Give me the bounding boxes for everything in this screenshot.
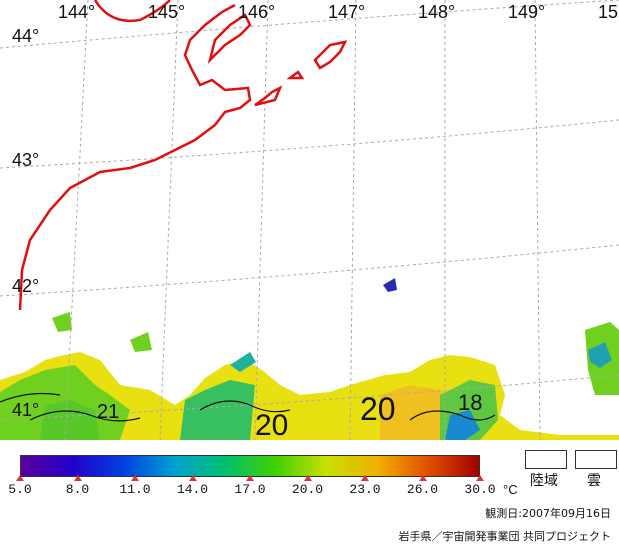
lat-label: 44°	[12, 26, 39, 46]
land-legend-swatch	[525, 450, 567, 469]
lat-label: 43°	[12, 150, 39, 170]
colorbar-tick-label: 5.0	[8, 482, 32, 497]
contour-label: 20	[360, 391, 396, 427]
colorbar-tick-label: 26.0	[406, 482, 439, 497]
colorbar-unit: °C	[503, 482, 518, 497]
land-legend-label: 陸域	[530, 473, 558, 489]
temperature-colorbar	[20, 455, 480, 477]
colorbar-tick-mark	[303, 475, 312, 481]
coastline	[18, 0, 348, 311]
colorbar-tick-mark	[361, 475, 369, 481]
sst-field	[0, 278, 619, 440]
lon-label: 15	[598, 2, 618, 22]
observation-date: 観測日:2007年09月16日	[485, 507, 611, 520]
sst-map: 21 20 20 18 144° 145° 146° 147° 148° 149…	[0, 0, 619, 440]
contour-label: 21	[97, 401, 119, 423]
colorbar-tick-label: 11.0	[119, 482, 151, 497]
colorbar-tick-mark	[131, 475, 139, 481]
lon-label: 144°	[58, 2, 95, 22]
colorbar-tick-mark	[246, 475, 254, 481]
contour-label: 20	[255, 409, 288, 440]
colorbar-tick-label: 30.0	[464, 482, 496, 497]
latitude-labels: 44° 43° 42° 41°	[12, 26, 39, 420]
colorbar-tick-label: 8.0	[65, 482, 90, 497]
contour-label: 18	[458, 390, 482, 415]
cloud-legend-label: 雲	[587, 473, 601, 489]
lat-label: 41°	[12, 400, 39, 420]
lon-label: 146°	[238, 2, 275, 22]
colorbar-tick-label: 20.0	[291, 482, 324, 497]
lon-label: 145°	[148, 2, 185, 22]
lat-label: 42°	[12, 276, 39, 296]
longitude-labels: 144° 145° 146° 147° 148° 149° 15	[58, 2, 618, 22]
colorbar-tick-mark	[16, 475, 24, 481]
credit-line: 岩手県／宇宙開発事業団 共同プロジェクト	[398, 530, 612, 543]
colorbar-tick-mark	[418, 475, 427, 481]
cloud-legend-swatch	[575, 450, 617, 469]
graticule	[0, 0, 619, 440]
colorbar-tick-mark	[476, 475, 484, 481]
contour-labels: 21 20 20 18	[97, 390, 482, 440]
colorbar-tick-label: 14.0	[176, 482, 209, 497]
colorbar-tick-label: 17.0	[234, 482, 266, 497]
lon-label: 149°	[508, 2, 545, 22]
lon-label: 148°	[418, 2, 455, 22]
colorbar-tick-mark	[73, 475, 82, 481]
lon-label: 147°	[328, 2, 365, 22]
colorbar-tick-mark	[188, 475, 197, 481]
sst-contours	[0, 392, 496, 422]
colorbar-tick-label: 23.0	[349, 482, 381, 497]
